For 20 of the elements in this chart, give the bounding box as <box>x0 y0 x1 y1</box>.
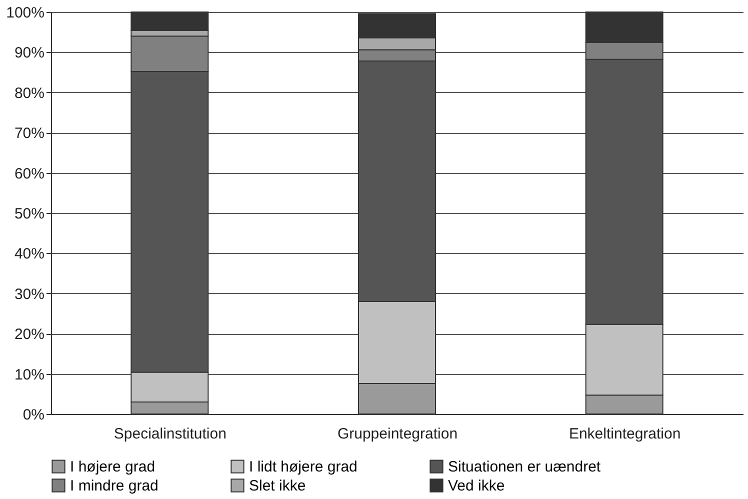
y-tick-label: 70% <box>14 125 44 142</box>
y-tick-label: 100% <box>6 4 44 22</box>
y-tick-label: 40% <box>14 246 44 263</box>
x-tick-label: Enkeltintegration <box>568 426 681 442</box>
legend-label: Situationen er uændret <box>448 458 602 476</box>
y-tick-label: 90% <box>14 44 44 62</box>
legend-label: Ved ikke <box>448 478 505 494</box>
y-tick-label: 10% <box>14 366 44 384</box>
legend-label: Slet ikke <box>249 478 306 494</box>
y-tick-label: 20% <box>14 326 44 344</box>
x-tick-label: Specialinstitution <box>114 426 226 442</box>
legend-label: I lidt højere grad <box>249 458 358 476</box>
y-tick-label: 50% <box>14 206 44 222</box>
y-tick-label: 0% <box>22 406 44 424</box>
x-tick-label: Gruppeintegration <box>337 426 458 442</box>
y-tick-label: 60% <box>14 165 44 182</box>
y-tick-label: 80% <box>14 84 44 102</box>
legend-label: I højere grad <box>70 458 156 476</box>
legend-label: I mindre grad <box>70 478 158 494</box>
y-tick-label: 30% <box>14 286 44 303</box>
